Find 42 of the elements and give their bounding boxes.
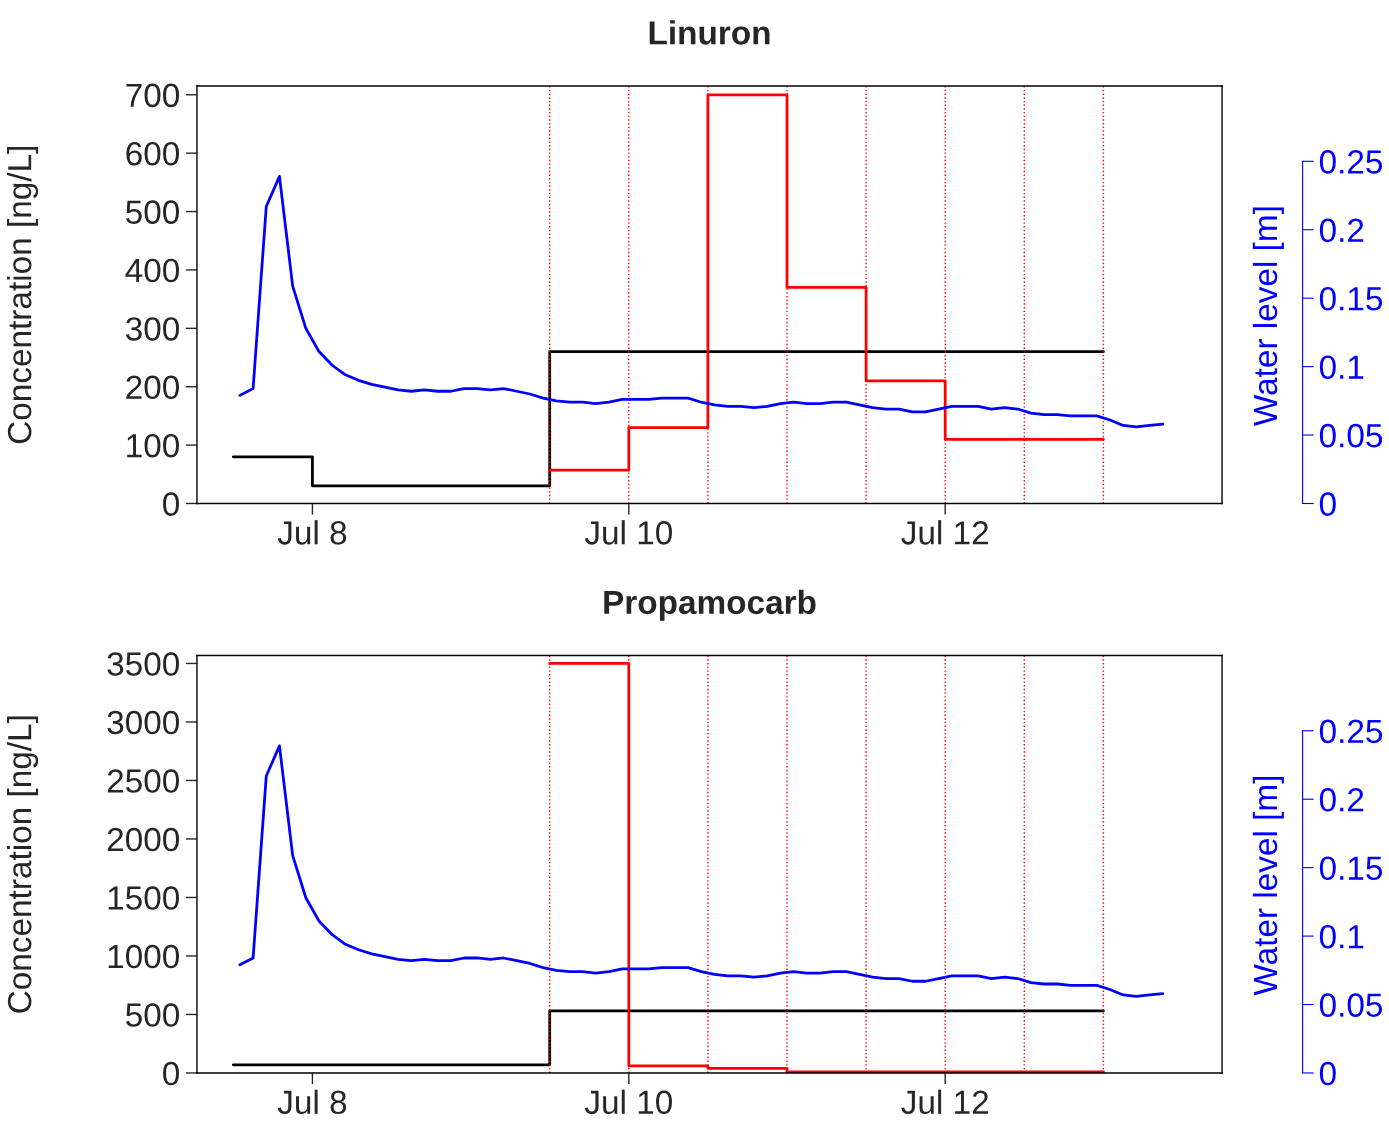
y-tick-label: 2500: [107, 769, 179, 793]
y-tick-label: 3000: [107, 710, 179, 735]
y-tick-label: 300: [125, 317, 179, 341]
y-tick-label: 3500: [107, 652, 179, 676]
line-series: [238, 174, 1165, 429]
y2-tick-label: 0: [1319, 1061, 1336, 1086]
line-series: [238, 744, 1165, 998]
y-tick-label: 100: [127, 433, 179, 458]
y2-tick-label: 0.1: [1319, 924, 1364, 949]
x-tick-label: Jul 10: [584, 520, 672, 545]
x-tick-label: Jul 8: [277, 520, 347, 545]
x-tick-label: Jul 12: [901, 520, 988, 545]
y-tick-label: 400: [125, 258, 179, 283]
x-tick-label: Jul 8: [277, 1089, 347, 1115]
y-tick-label: 200: [126, 375, 179, 400]
y-axis-title: Concentration [ng/L]: [7, 716, 39, 1013]
y2-tick-label: 0.25: [1319, 719, 1383, 744]
y2-axis-title: Water level [m]: [1252, 776, 1284, 996]
y-tick-label: 600: [126, 141, 179, 166]
y-tick-label: 500: [126, 1003, 179, 1027]
y2-axis-title: Water level [m]: [1252, 207, 1284, 426]
y2-tick-label: 0.05: [1319, 423, 1383, 448]
x-tick-label: Jul 12: [901, 1089, 988, 1115]
y2-tick-label: 0.2: [1319, 218, 1364, 243]
y-tick-label: 0: [163, 1061, 179, 1086]
y-tick-label: 1000: [108, 944, 179, 969]
y2-tick-label: 0: [1319, 492, 1336, 516]
chart-title: Propamocarb: [604, 589, 816, 621]
y-tick-label: 500: [126, 200, 179, 224]
y-tick-label: 1500: [108, 886, 179, 910]
chart-title: Linuron: [649, 20, 770, 45]
y2-tick-label: 0.1: [1319, 355, 1364, 380]
y2-tick-label: 0.15: [1319, 286, 1383, 311]
y-tick-label: 2000: [107, 827, 179, 852]
y-tick-label: 700: [126, 83, 179, 108]
y-axis-title: Concentration [ng/L]: [7, 147, 39, 444]
y2-tick-label: 0.05: [1319, 993, 1383, 1017]
y2-tick-label: 0.25: [1319, 150, 1383, 174]
y2-tick-label: 0.15: [1319, 856, 1383, 881]
y-tick-label: 0: [163, 492, 179, 516]
y2-tick-label: 0.2: [1319, 788, 1364, 812]
x-tick-label: Jul 10: [584, 1089, 672, 1115]
